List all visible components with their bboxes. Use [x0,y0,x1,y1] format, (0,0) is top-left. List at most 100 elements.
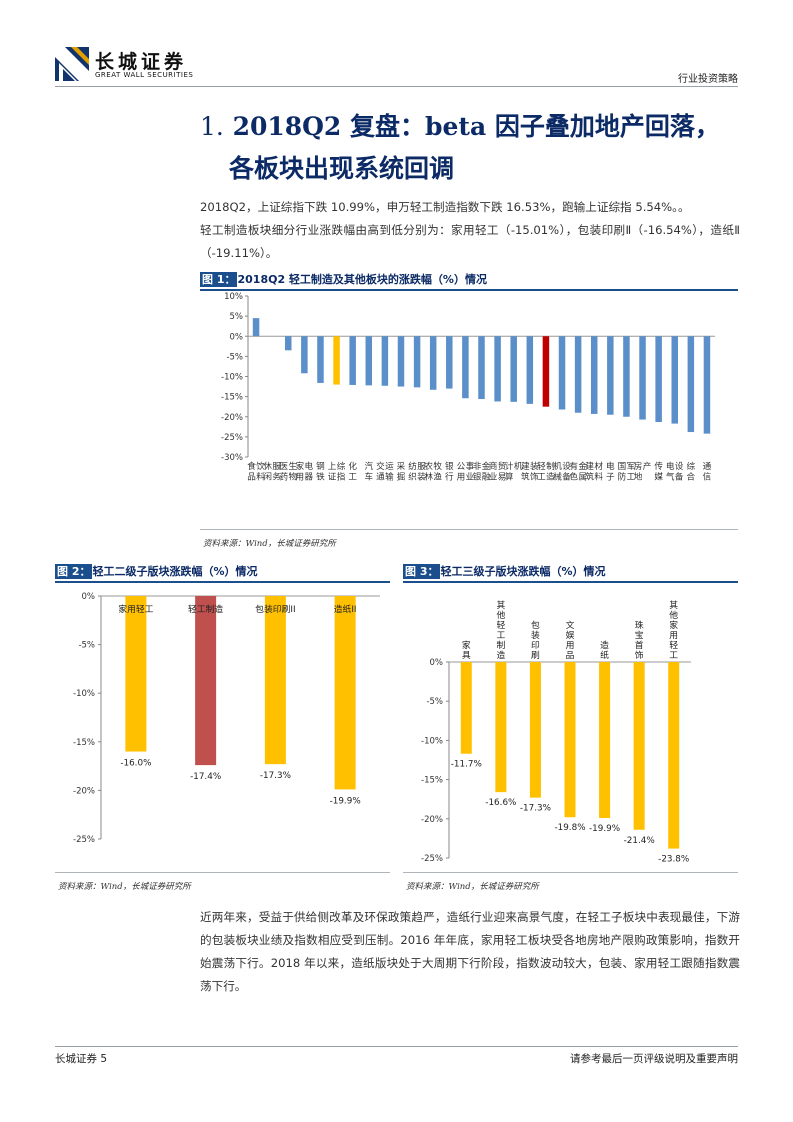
fig1-x-tick-label: 农林 [424,460,433,483]
fig1-x-tick-label: 计算 [505,460,514,483]
fig3-y-tick-label: -25% [421,854,443,864]
fig3-bar [495,662,507,793]
fig3-source: 资料来源：Wind，长城证券研究所 [406,882,539,892]
fig1-bar [413,336,421,388]
fig1-bar [590,336,598,414]
fig3-title-text: 轻工三级子版块涨跌幅（%）情况 [440,565,606,578]
fig2-category-label: 家用轻工 [118,603,153,615]
intro-paragraph-1: 2018Q2，上证综指下跌 10.99%，申万轻工制造指数下跌 16.53%，跑… [200,200,690,214]
fig1-x-tick-label: 轻工 [537,460,546,483]
fig2-category-label: 轻工制造 [188,603,223,615]
fig2-category-label: 造纸II [334,603,357,615]
fig1-x-tick-label: 服务 [272,461,281,483]
fig1-x-tick-label: 综指 [337,460,346,483]
fig3-data-label: -16.6% [485,798,516,808]
fig3-data-label: -19.8% [554,823,585,833]
fig1-x-tick-label: 休闲 [263,460,272,483]
footer-divider [55,1046,738,1047]
fig1-x-tick-label: 有色 [569,460,578,483]
fig3-divider [403,872,738,873]
fig1-x-tick-label: 汽车 [364,460,373,483]
fig1-x-tick-label: 贸易 [498,460,507,483]
fig2-y-tick-label: 0% [82,592,96,602]
fig1-x-tick-label: 设备 [675,461,684,483]
fig1-x-tick-label: 军工 [627,461,636,483]
fig1-y-tick-label: -5% [226,352,243,362]
fig1-bar [478,336,485,400]
fig2-data-label: -17.3% [260,771,291,781]
fig1-y-tick-label: -25% [221,433,243,443]
fig1-x-tick-label: 综合 [687,460,696,483]
fig2-data-label: -17.4% [190,772,221,782]
fig1-y-tick-label: 10% [224,292,243,302]
fig2-title-text: 轻工二级子版块涨跌幅（%）情况 [92,565,258,578]
fig2-bar [195,596,217,766]
fig1-bar [397,336,405,387]
fig1-bar [252,318,260,337]
fig1-bar [494,336,501,402]
fig1-title: 图 1： 2018Q2 轻工制造及其他板块的涨跌幅（%）情况 [200,272,738,288]
fig1-chart: 10% 5% 0% -5% -10% -15% -20% -25% -30% 食品饮料休闲服务医药… [221,292,715,483]
fig1-y-tick-label: 0% [230,332,244,342]
fig3-y-tick-label: -5% [426,697,443,707]
fig3-y-tick-label: -20% [421,815,443,825]
fig2-y-tick-label: -15% [73,738,95,748]
fig1-x-tick-label: 银行 [445,460,454,483]
fig1-x-tick-label: 商业 [489,460,498,483]
fig1-x-tick-label: 非银 [473,460,482,483]
logo-en-text: GREAT WALL SECURITIES [95,71,194,79]
fig1-y-tick-label: -15% [221,393,243,403]
fig1-bar [429,336,437,390]
fig3-y-tick-label: 0% [430,658,444,668]
body-paragraph: 近两年来，受益于供给侧改革及环保政策趋严，造纸行业迎来高景气度，在轻工子板块中表… [200,910,740,993]
fig3-category-label: 其他家用轻工 [669,600,678,661]
fig1-x-tick-label: 化工 [348,460,357,483]
fig1-x-tick-label: 建筑 [521,460,530,483]
fig1-x-tick-label: 钢铁 [316,460,325,483]
fig1-bar [301,336,308,374]
fig3-tag: 图 3： [403,564,441,579]
fig1-x-tick-label: 机 [514,460,523,472]
fig1-x-tick-label: 生物 [288,460,297,483]
fig1-y-tick-label: -30% [221,453,243,463]
intro-paragraph-2: 轻工制造板块细分行业涨跌幅由高到低分别为：家用轻工（-15.01%），包装印刷Ⅱ… [200,223,740,260]
fig3-bar [599,662,611,819]
fig1-bar [687,336,695,433]
fig3-category-label: 珠宝首饰 [635,619,644,661]
fig1-source: 资料来源：Wind，长城证券研究所 [203,539,336,549]
fig1-x-tick-label: 服装 [417,461,426,483]
fig1-divider [200,529,738,530]
section-heading: 1. 2018Q2 复盘：beta 因子叠加地产回落， 各板块出现系统回调 [200,106,760,190]
fig1-x-tick-label: 电子 [606,460,615,483]
fig1-x-tick-label: 通信 [703,461,712,483]
fig2-data-label: -16.0% [120,759,151,769]
footer-page: 长城证券 5 [55,1053,108,1065]
fig1-x-tick-label: 食品 [247,460,256,483]
fig2-category-label: 包装印刷II [255,603,295,615]
fig2-title-bar: 图 2： 轻工二级子版块涨跌幅（%）情况 [55,564,390,583]
fig1-x-tick-label: 上证 [328,461,337,483]
fig1-bar [639,336,646,420]
fig1-x-tick-label: 金融 [482,460,491,483]
fig2-y-tick-label: -20% [73,786,95,796]
fig3-bar [633,662,645,830]
fig1-bar [462,336,469,399]
footer-disclaimer: 请参考最后一页评级说明及重要声明 [570,1053,738,1065]
fig2-y-tick-label: -25% [73,835,95,845]
fig1-bar [349,336,356,385]
fig3-title: 图 3： 轻工三级子版块涨跌幅（%）情况 [403,564,738,580]
company-logo-icon [55,47,89,81]
fig1-bar [671,336,678,424]
fig2-bar [264,596,286,765]
fig1-x-tick-label: 建筑 [585,460,594,483]
fig1-x-tick-label: 装饰 [530,460,539,483]
fig1-x-tick-label: 公用 [457,462,466,483]
fig1-x-tick-label: 电气 [666,460,675,483]
fig3-bar [564,662,576,818]
fig3-data-label: -19.9% [589,824,620,834]
fig1-x-tick-label: 医药 [279,461,288,483]
fig3-chart: 0% -5% -10% -15% -20% -25% 家具 -11.7% 其他轻工制造 -16.6… [421,600,691,865]
fig1-x-tick-label: 房地 [634,460,643,483]
fig1-x-tick-label: 采掘 [397,461,406,483]
header-divider [55,86,738,87]
